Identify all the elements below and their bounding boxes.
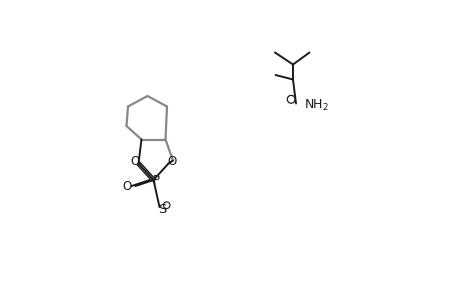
Text: O: O — [122, 179, 131, 193]
Text: O: O — [167, 155, 176, 168]
Text: P: P — [152, 174, 159, 187]
Text: S: S — [158, 203, 166, 216]
Text: O: O — [130, 155, 139, 168]
Text: NH$_2$: NH$_2$ — [304, 98, 329, 113]
